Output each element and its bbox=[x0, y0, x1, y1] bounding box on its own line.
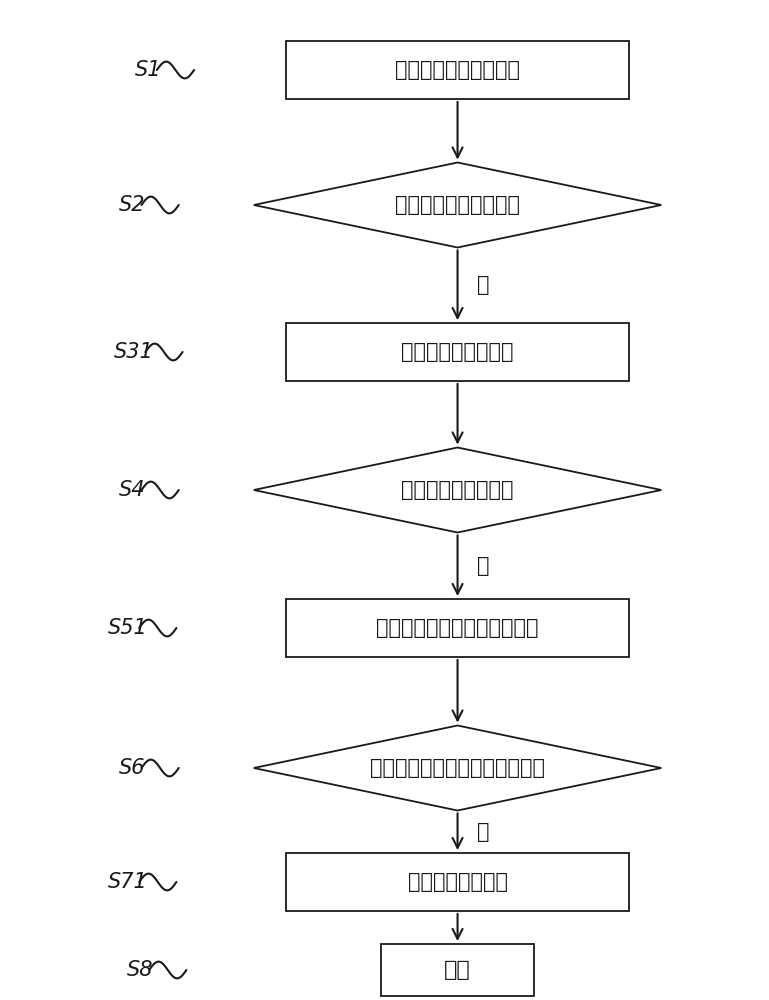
Text: 是: 是 bbox=[477, 822, 489, 842]
Text: 是: 是 bbox=[477, 556, 489, 576]
Text: 充电上电过程发生故障: 充电上电过程发生故障 bbox=[395, 195, 520, 215]
Text: S4: S4 bbox=[119, 480, 145, 500]
Bar bbox=[286, 599, 628, 657]
Bar bbox=[286, 323, 628, 381]
Bar bbox=[286, 853, 628, 911]
Text: S51: S51 bbox=[108, 618, 148, 638]
Text: 结束: 结束 bbox=[444, 960, 471, 980]
Text: S1: S1 bbox=[135, 60, 161, 80]
Text: 断开车载充电继电器: 断开车载充电继电器 bbox=[401, 342, 514, 362]
Polygon shape bbox=[254, 448, 661, 532]
Polygon shape bbox=[254, 726, 661, 810]
Text: S6: S6 bbox=[119, 758, 145, 778]
Text: 主正继电器、主负继电器均断开: 主正继电器、主负继电器均断开 bbox=[370, 758, 545, 778]
Bar bbox=[381, 944, 534, 996]
Text: S31: S31 bbox=[114, 342, 154, 362]
Text: S71: S71 bbox=[108, 872, 148, 892]
Text: 进入车载充电下电流程: 进入车载充电下电流程 bbox=[395, 60, 520, 80]
Bar bbox=[286, 41, 628, 99]
Text: 否: 否 bbox=[477, 275, 489, 295]
Polygon shape bbox=[254, 162, 661, 247]
Text: 车载充电下电成功: 车载充电下电成功 bbox=[408, 872, 508, 892]
Text: S8: S8 bbox=[127, 960, 153, 980]
Text: 关闭主正继电器、主负继电器: 关闭主正继电器、主负继电器 bbox=[376, 618, 539, 638]
Text: S2: S2 bbox=[119, 195, 145, 215]
Text: 车载充电继电器断开: 车载充电继电器断开 bbox=[401, 480, 514, 500]
